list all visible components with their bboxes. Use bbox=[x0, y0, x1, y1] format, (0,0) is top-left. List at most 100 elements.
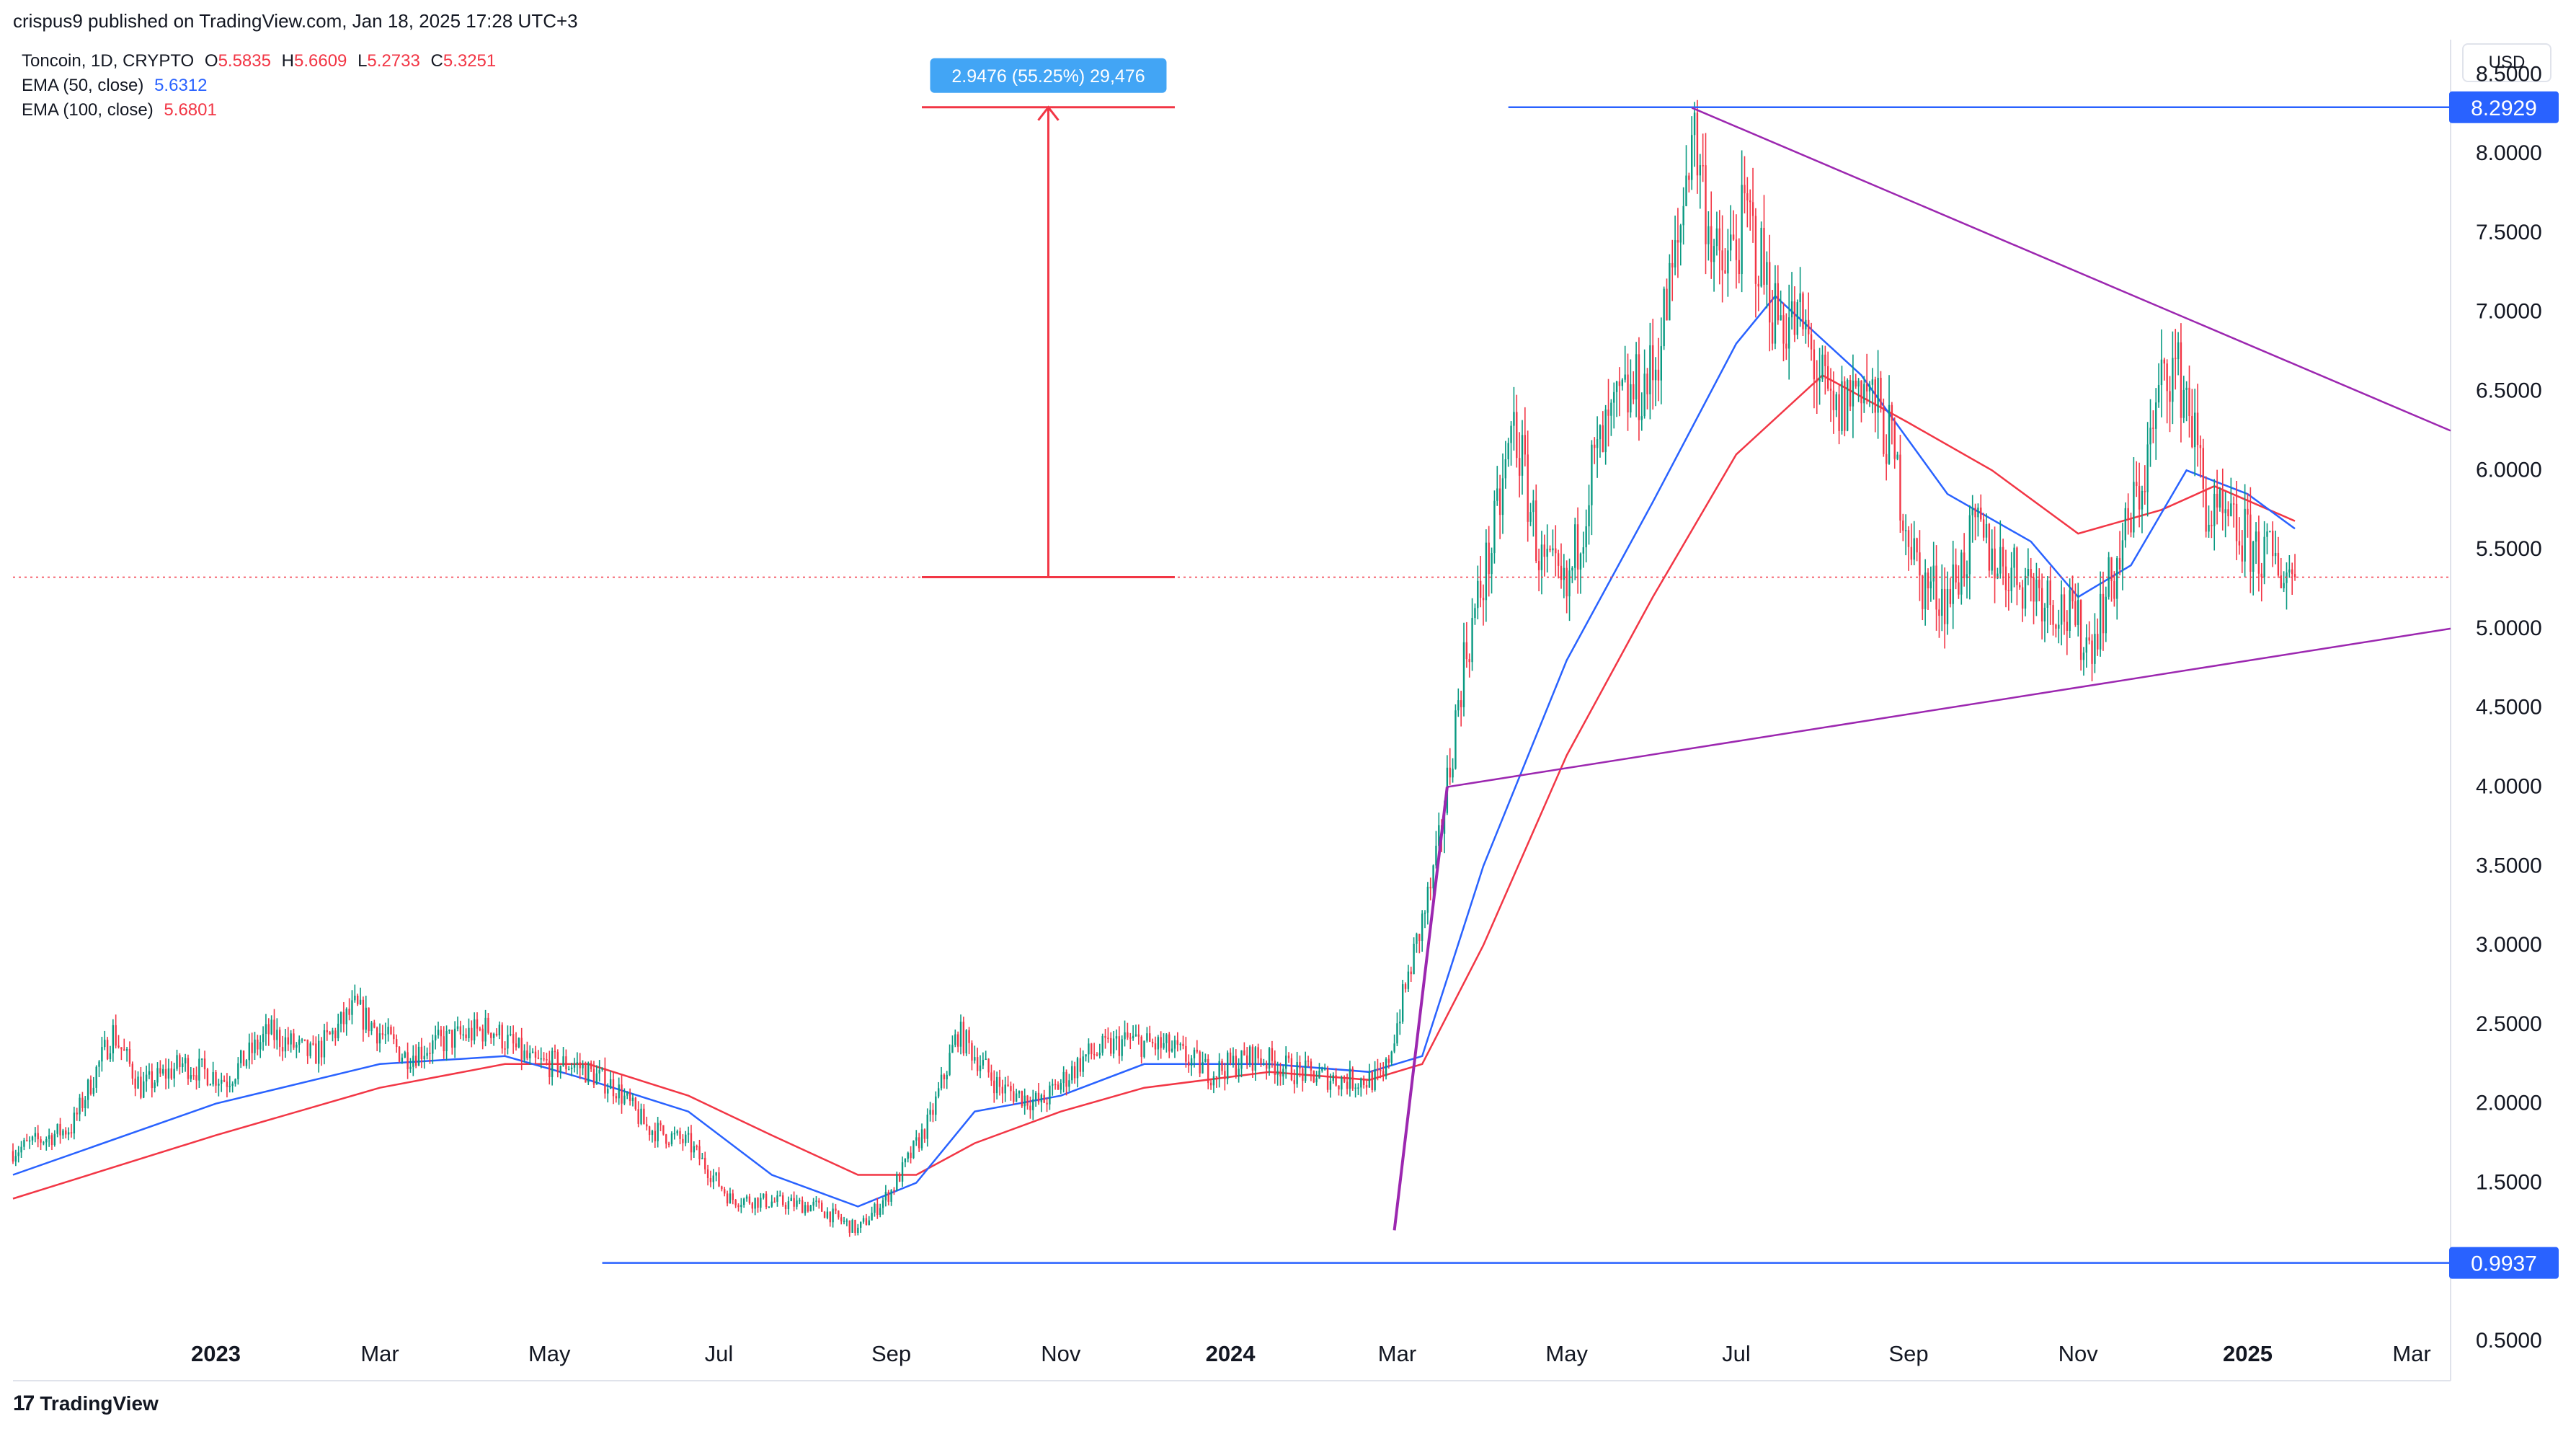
candle-body bbox=[1916, 538, 1918, 553]
candle-body bbox=[1260, 1058, 1262, 1064]
candle-body bbox=[1088, 1043, 1090, 1055]
candle-body bbox=[801, 1200, 804, 1213]
candle-body bbox=[1674, 240, 1676, 267]
candle-body bbox=[212, 1072, 214, 1085]
ema100-label: EMA (100, close) bbox=[22, 100, 154, 120]
candle-body bbox=[1835, 394, 1837, 410]
candle-body bbox=[1501, 478, 1504, 516]
candle-body bbox=[726, 1193, 729, 1204]
candle-body bbox=[1209, 1082, 1212, 1086]
candle-body bbox=[156, 1068, 159, 1083]
ema50-row[interactable]: EMA (50, close) 5.6312 bbox=[22, 74, 502, 98]
candle-body bbox=[1143, 1040, 1145, 1057]
candle-body bbox=[1613, 391, 1615, 403]
candle-body bbox=[1274, 1061, 1276, 1076]
candle-body bbox=[329, 1032, 331, 1035]
candle-body bbox=[259, 1042, 262, 1050]
candle-body bbox=[2163, 359, 2165, 364]
candle-body bbox=[365, 1007, 367, 1030]
candle-body bbox=[1829, 389, 1832, 391]
candle-body bbox=[1852, 380, 1855, 407]
candle-body bbox=[1026, 1095, 1029, 1106]
candle-body bbox=[2180, 342, 2182, 418]
candle-body bbox=[393, 1034, 395, 1040]
lower-trendline[interactable] bbox=[1447, 627, 2451, 788]
candle-body bbox=[1913, 538, 1915, 560]
candle-body bbox=[1326, 1069, 1329, 1090]
candle-body bbox=[2013, 547, 2015, 568]
candle-body bbox=[1638, 354, 1640, 420]
price-tick-label: 8.0000 bbox=[2476, 141, 2542, 165]
candle-body bbox=[765, 1193, 768, 1208]
candle-body bbox=[1276, 1071, 1279, 1076]
candle-body bbox=[587, 1063, 590, 1083]
ema100-row[interactable]: EMA (100, close) 5.6801 bbox=[22, 98, 502, 123]
candle-body bbox=[2286, 572, 2288, 583]
candle-body bbox=[1818, 379, 1821, 382]
candle-body bbox=[940, 1074, 943, 1089]
upper-trendline[interactable] bbox=[1691, 107, 2451, 432]
candle-body bbox=[2291, 569, 2293, 575]
candle-body bbox=[404, 1052, 406, 1058]
candle-body bbox=[1838, 394, 1840, 431]
candle-body bbox=[1157, 1037, 1160, 1050]
candle-body bbox=[1452, 769, 1454, 778]
candle-body bbox=[1479, 580, 1482, 598]
candle-body bbox=[1432, 865, 1434, 889]
candle-body bbox=[804, 1205, 807, 1213]
candle-body bbox=[2266, 531, 2268, 537]
candle-body bbox=[1101, 1035, 1103, 1053]
price-tick-label: 3.5000 bbox=[2476, 854, 2542, 877]
candle-body bbox=[2191, 416, 2193, 448]
candle-body bbox=[1257, 1047, 1259, 1058]
candle-body bbox=[826, 1211, 829, 1218]
level-low-tag bbox=[2449, 1247, 2559, 1279]
candle-body bbox=[1524, 435, 1527, 455]
rally-trendline[interactable] bbox=[1393, 787, 1449, 1231]
candle-body bbox=[70, 1132, 73, 1133]
candle-body bbox=[1565, 567, 1568, 597]
candle-body bbox=[2105, 596, 2108, 634]
candle-body bbox=[1649, 345, 1651, 394]
candle-body bbox=[2060, 594, 2063, 625]
currency-button[interactable]: USD bbox=[2462, 43, 2551, 82]
candle-body bbox=[1685, 175, 1687, 206]
candle-body bbox=[345, 1009, 347, 1025]
candle-body bbox=[293, 1033, 295, 1048]
candle-body bbox=[609, 1079, 612, 1089]
candle-body bbox=[298, 1039, 301, 1045]
price-tick-label: 6.0000 bbox=[2476, 458, 2542, 482]
candle-body bbox=[910, 1152, 912, 1158]
candle-body bbox=[1029, 1105, 1031, 1110]
candle-body bbox=[1474, 608, 1476, 619]
candle-body bbox=[2241, 545, 2243, 562]
candle-body bbox=[265, 1024, 267, 1034]
candle-body bbox=[2146, 444, 2149, 492]
candle-body bbox=[1727, 250, 1729, 274]
candle-body bbox=[1240, 1050, 1243, 1069]
candle-body bbox=[56, 1123, 58, 1134]
measure-label: 2.9476 (55.25%) 29,476 bbox=[951, 66, 1145, 87]
time-tick-label: 2024 bbox=[1206, 1341, 1256, 1366]
candle-body bbox=[1857, 381, 1860, 387]
candle-body bbox=[1630, 384, 1632, 413]
candle-body bbox=[1707, 226, 1710, 244]
candle-body bbox=[1766, 262, 1768, 285]
candle-body bbox=[1724, 270, 1726, 274]
candle-body bbox=[2155, 402, 2157, 429]
candle-body bbox=[162, 1069, 164, 1074]
candle-body bbox=[109, 1053, 112, 1060]
candle-body bbox=[763, 1193, 765, 1198]
candle-body bbox=[1994, 548, 1996, 579]
candle-body bbox=[1643, 373, 1645, 417]
candle-body bbox=[1713, 246, 1715, 262]
candle-body bbox=[667, 1143, 670, 1145]
candle-body bbox=[2118, 558, 2121, 570]
candle-body bbox=[1380, 1070, 1382, 1071]
candle-body bbox=[1493, 500, 1496, 554]
candle-body bbox=[267, 1024, 270, 1035]
candle-body bbox=[1121, 1039, 1123, 1056]
candle-body bbox=[2188, 387, 2190, 417]
candle-body bbox=[326, 1030, 328, 1032]
